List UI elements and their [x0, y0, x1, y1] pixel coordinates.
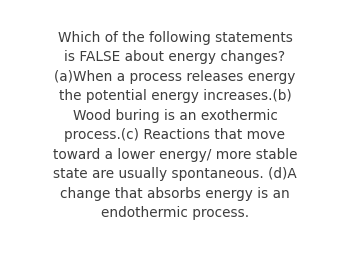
Text: Which of the following statements
is FALSE about energy changes?
(a)When a proce: Which of the following statements is FAL… [53, 31, 297, 220]
